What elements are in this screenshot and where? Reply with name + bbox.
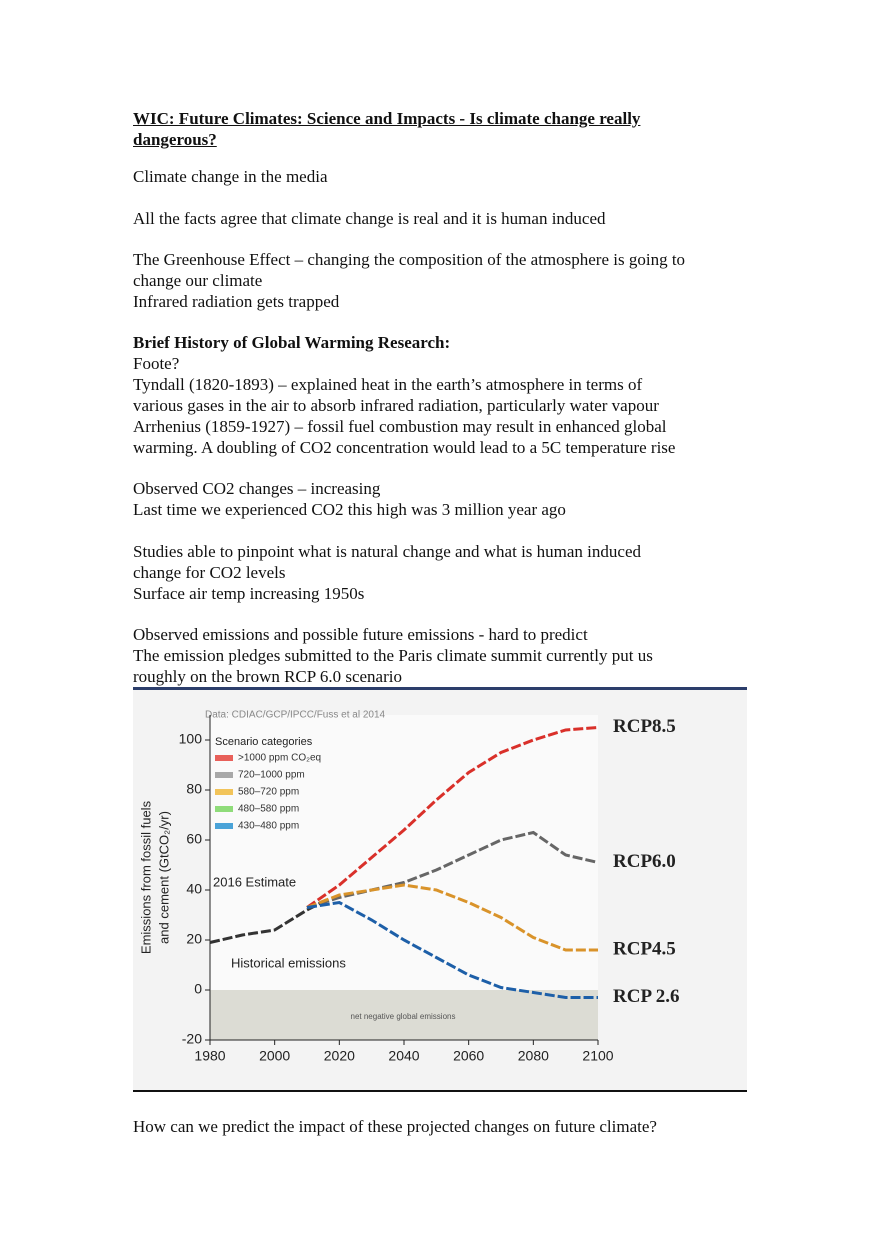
text-line: All the facts agree that climate change … [133, 209, 606, 228]
series-line [306, 900, 598, 999]
annotation: Historical emissions [231, 955, 346, 970]
y-tick-label: 100 [179, 731, 203, 747]
legend-swatch [215, 806, 233, 812]
top-rule [133, 687, 747, 690]
x-tick-label: 2080 [518, 1048, 549, 1064]
annotation: 2016 Estimate [213, 874, 296, 889]
source: Data: CDIAC/GCP/IPCC/Fuss et al 2014 [205, 710, 386, 721]
y-tick-label: 40 [186, 881, 202, 897]
plot-area [210, 715, 598, 1040]
title: dangerous? [133, 130, 217, 149]
title: WIC: Future Climates: Science and Impact… [133, 109, 641, 128]
text-line: Climate change in the media [133, 167, 328, 186]
figure: Data: CDIAC/GCP/IPCC/Fuss et al 2014 -20 0… [133, 687, 747, 1092]
series-label: RCP8.5 [613, 716, 676, 737]
text-line: various gases in the air to absorb infra… [133, 396, 659, 415]
annotation: net negative global emissions [351, 1012, 456, 1021]
x-tick-label: 2060 [453, 1048, 484, 1064]
series-label: RCP6.0 [613, 851, 676, 872]
legend-label: 720–1000 ppm [238, 770, 305, 781]
x-tick-label: 2100 [582, 1048, 613, 1064]
bottom-rule [133, 1090, 747, 1092]
legend-swatch [215, 823, 233, 829]
negative-region [210, 990, 598, 1040]
y-tick-label: 20 [186, 931, 202, 947]
x-tick-label: 2020 [324, 1048, 355, 1064]
text-line: Observed CO2 changes – increasing [133, 479, 381, 498]
x-tick-label: 1980 [194, 1048, 225, 1064]
x-tick-label: 2000 [259, 1048, 290, 1064]
text-line: Infrared radiation gets trapped [133, 292, 340, 311]
text-line: Observed emissions and possible future e… [133, 625, 588, 644]
y-tick-label: 0 [194, 981, 202, 997]
legend-label: 480–580 ppm [238, 804, 299, 815]
legend-label: 430–480 ppm [238, 821, 299, 832]
series-line [306, 830, 599, 909]
y-axis-label: Emissions from fossil fuels [138, 800, 153, 954]
x-tick-label: 2040 [388, 1048, 419, 1064]
text-line: Tyndall (1820-1893) – explained heat in … [133, 375, 643, 394]
series-line [306, 726, 599, 909]
y-tick-label: 80 [186, 781, 202, 797]
text-line: The emission pledges submitted to the Pa… [133, 646, 653, 665]
legend-label: 580–720 ppm [238, 787, 299, 798]
closing-line: How can we predict the impact of these p… [133, 1117, 657, 1136]
legend-title: Scenario categories [215, 736, 313, 748]
text-line: change our climate [133, 271, 263, 290]
text-line: roughly on the brown RCP 6.0 scenario [133, 667, 402, 686]
y-tick-label: 60 [186, 831, 202, 847]
text-line: warming. A doubling of CO2 concentration… [133, 438, 676, 457]
legend-swatch [215, 755, 233, 761]
legend-swatch [215, 789, 233, 795]
series-label: RCP 2.6 [613, 986, 680, 1007]
text-line: Last time we experienced CO2 this high w… [133, 500, 566, 519]
y-tick-label: -20 [182, 1031, 202, 1047]
text-line: Arrhenius (1859-1927) – fossil fuel comb… [133, 417, 667, 436]
legend-swatch [215, 772, 233, 778]
text-line: Studies able to pinpoint what is natural… [133, 542, 641, 561]
text-line: The Greenhouse Effect – changing the com… [133, 250, 686, 269]
series-line [306, 883, 598, 952]
text-line: Surface air temp increasing 1950s [133, 584, 365, 603]
section-heading: Brief History of Global Warming Research… [133, 333, 451, 352]
text-line: Foote? [133, 354, 180, 373]
series-label: RCP4.5 [613, 938, 676, 959]
legend-label: >1000 ppm CO₂eq [238, 753, 321, 764]
text-line: change for CO2 levels [133, 563, 286, 582]
y-axis-label: and cement (GtCO₂/yr) [156, 811, 171, 944]
